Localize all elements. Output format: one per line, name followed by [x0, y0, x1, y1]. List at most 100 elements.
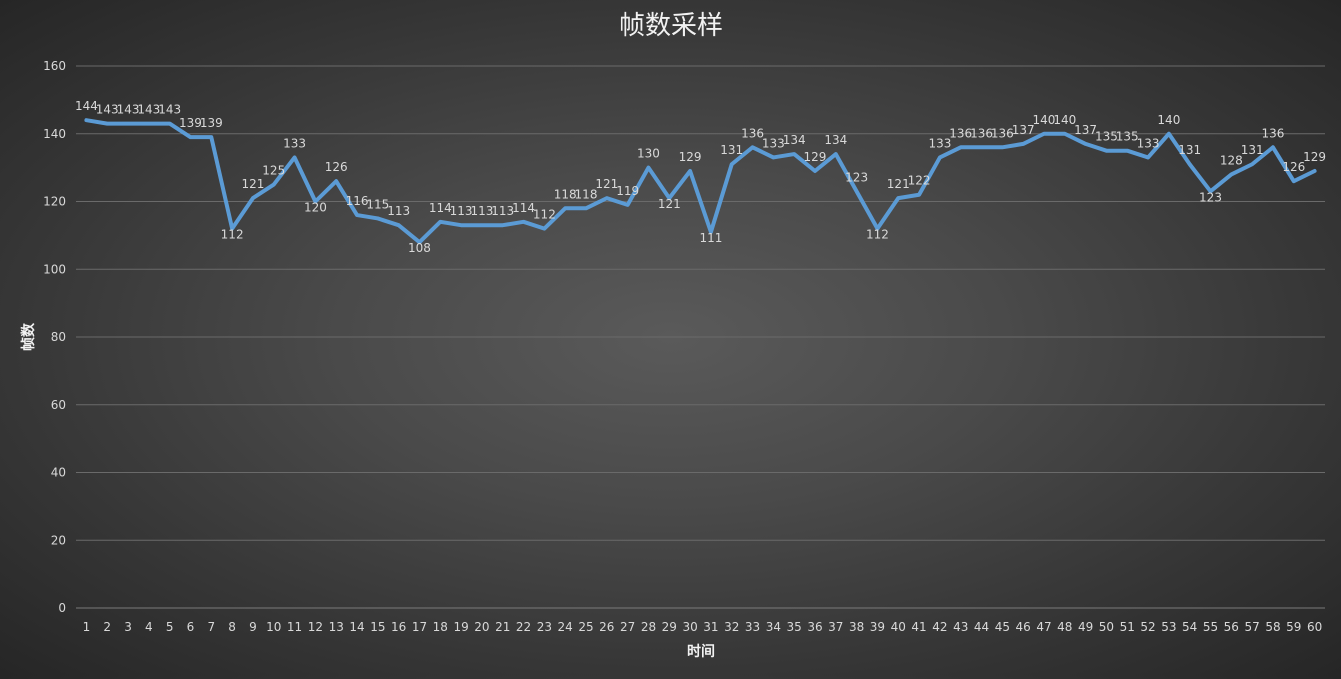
x-tick-label: 27: [620, 620, 635, 634]
y-tick-label: 100: [43, 262, 66, 276]
x-tick-label: 58: [1265, 620, 1280, 634]
data-label: 121: [887, 177, 910, 191]
x-tick-label: 22: [516, 620, 531, 634]
y-tick-label: 40: [51, 466, 66, 480]
x-tick-label: 48: [1057, 620, 1072, 634]
x-tick-label: 60: [1307, 620, 1322, 634]
x-tick-label: 51: [1120, 620, 1135, 634]
data-label: 116: [346, 194, 369, 208]
x-tick-label: 20: [474, 620, 489, 634]
y-axis-title: 帧数: [20, 322, 37, 351]
gridlines: [76, 65, 1325, 609]
x-tick-label: 19: [453, 620, 468, 634]
x-tick-label: 23: [537, 620, 552, 634]
data-label: 136: [741, 126, 764, 140]
x-tick-label: 18: [433, 620, 448, 634]
data-label: 136: [1262, 126, 1285, 140]
x-tick-label: 31: [703, 620, 718, 634]
data-label: 143: [158, 103, 181, 117]
x-tick-label: 40: [891, 620, 906, 634]
x-tick-label: 50: [1099, 620, 1114, 634]
data-label: 135: [1095, 130, 1118, 144]
chart-title: 帧数采样: [619, 11, 723, 41]
x-tick-label: 49: [1078, 620, 1093, 634]
x-tick-label: 57: [1245, 620, 1260, 634]
x-tick-label: 36: [807, 620, 822, 634]
x-tick-label: 11: [287, 620, 302, 634]
x-tick-label: 46: [1016, 620, 1031, 634]
data-label: 143: [117, 103, 140, 117]
data-label: 121: [595, 177, 618, 191]
data-label: 133: [283, 136, 306, 150]
x-tick-label: 56: [1224, 620, 1239, 634]
data-label: 112: [533, 208, 556, 222]
data-label: 133: [1137, 136, 1160, 150]
data-label: 137: [1012, 123, 1035, 137]
x-tick-label: 47: [1036, 620, 1051, 634]
y-tick-label: 160: [43, 59, 66, 73]
x-tick-label: 5: [166, 620, 174, 634]
data-label: 139: [179, 116, 202, 130]
x-tick-label: 35: [787, 620, 802, 634]
data-label: 123: [845, 170, 868, 184]
data-label: 131: [1241, 143, 1264, 157]
x-tick-label: 53: [1161, 620, 1176, 634]
x-axis-ticks: 1 2 3 4 5 6 7 8 9 10 11 12 13 14 15 16 17 18 19 20 21 22 23 24 2…: [83, 620, 1323, 634]
data-label: 125: [262, 164, 285, 178]
data-label: 114: [512, 201, 535, 215]
x-tick-label: 6: [187, 620, 195, 634]
series-line: [84, 118, 1317, 245]
data-label: 113: [387, 204, 410, 218]
x-tick-label: 25: [578, 620, 593, 634]
x-tick-label: 42: [932, 620, 947, 634]
data-label: 130: [637, 147, 660, 161]
y-tick-label: 60: [51, 398, 66, 412]
data-label: 126: [325, 160, 348, 174]
x-tick-label: 41: [911, 620, 926, 634]
data-label: 129: [804, 150, 827, 164]
data-label: 118: [575, 187, 598, 201]
data-labels: 1441431431431431391391121211251331201261…: [75, 99, 1326, 255]
data-label: 115: [366, 197, 389, 211]
data-label: 129: [679, 150, 702, 164]
x-tick-label: 8: [228, 620, 236, 634]
data-label: 108: [408, 241, 431, 255]
x-tick-label: 1: [83, 620, 91, 634]
x-tick-label: 55: [1203, 620, 1218, 634]
data-label: 120: [304, 201, 327, 215]
x-tick-label: 33: [745, 620, 760, 634]
x-tick-label: 21: [495, 620, 510, 634]
x-tick-label: 43: [953, 620, 968, 634]
x-tick-label: 54: [1182, 620, 1197, 634]
x-tick-label: 7: [207, 620, 215, 634]
data-label: 128: [1220, 153, 1243, 167]
data-label: 111: [699, 231, 722, 245]
data-label: 126: [1282, 160, 1305, 174]
data-label: 136: [970, 126, 993, 140]
x-tick-label: 37: [828, 620, 843, 634]
data-label: 143: [96, 103, 119, 117]
x-tick-label: 29: [662, 620, 677, 634]
data-label: 133: [928, 136, 951, 150]
x-tick-label: 44: [974, 620, 989, 634]
data-label: 140: [1157, 113, 1180, 127]
data-label: 140: [1033, 113, 1056, 127]
data-label: 119: [616, 184, 639, 198]
x-tick-label: 4: [145, 620, 153, 634]
data-label: 133: [762, 136, 785, 150]
y-axis-ticks: 0 20 40 60 80 100 120 140 160: [43, 59, 66, 615]
x-tick-label: 9: [249, 620, 257, 634]
x-tick-label: 13: [329, 620, 344, 634]
data-label: 140: [1053, 113, 1076, 127]
x-tick-label: 38: [849, 620, 864, 634]
data-label: 121: [241, 177, 264, 191]
data-label: 139: [200, 116, 223, 130]
series-line-group: [84, 118, 1317, 245]
y-tick-label: 120: [43, 195, 66, 209]
data-label: 144: [75, 99, 98, 113]
data-label: 134: [783, 133, 806, 147]
data-label: 131: [1178, 143, 1201, 157]
x-tick-label: 24: [558, 620, 573, 634]
x-tick-label: 32: [724, 620, 739, 634]
